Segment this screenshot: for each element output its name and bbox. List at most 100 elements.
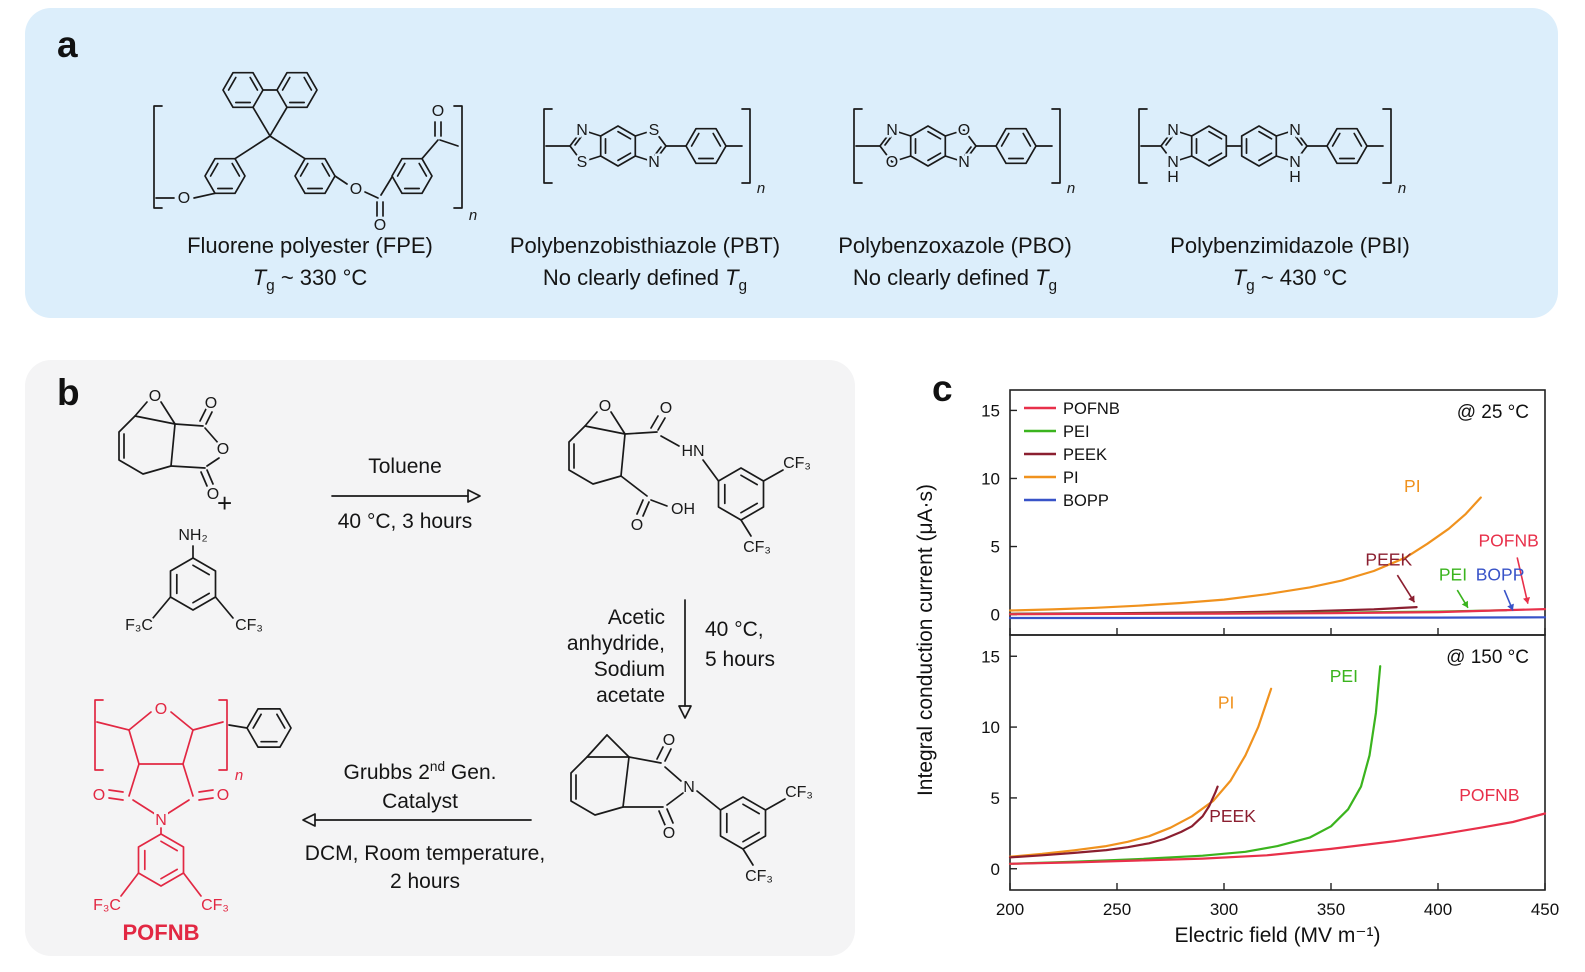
step1-reagent: Toluene [368,455,442,478]
annotation-PEEK-chart1: PEEK [1209,806,1256,826]
series-PEI-chart1 [1008,665,1382,865]
benzene-ring [391,157,433,195]
annotation-arrowhead-POFNB [1523,597,1531,604]
cf3-group: F₃C [125,617,153,634]
annotation-PEI-chart1: PEI [1330,666,1358,686]
annotation-POFNB-chart1: POFNB [1459,785,1519,805]
atom-o: O [155,701,167,718]
conduction-current-chart: 0 5 10 15 @ 25 °C PI POFNB PEEK PEI BOPP 0 5 10 15 200… [914,389,1559,947]
y-tick-label: 5 [991,789,1000,808]
pbt-name: Polybenzobisthiazole (PBT) [509,233,781,258]
atom-s: S [649,122,660,139]
chart-axes-0 [1009,389,1546,636]
atom-n: N [155,812,167,829]
series-BOPP-chart0 [1008,616,1547,620]
annotation-arrowhead-PEI [1461,600,1468,608]
y-tick-label: 10 [981,469,1000,488]
x-tick-label: 350 [1317,900,1345,919]
atom-n: N [1167,122,1179,139]
y-tick-label: 5 [991,538,1000,557]
legend-label-PEEK: PEEK [1063,446,1107,464]
chart-axes-1 [1009,634,1546,891]
benzene-ring [1190,125,1228,167]
pbi-name: Polybenzimidazole (PBI) [1170,233,1410,258]
cf3-group: CF₃ [743,539,771,556]
y-tick-label: 0 [991,606,1000,625]
series-PI-chart0 [1008,496,1482,612]
series-PEEK-chart1 [1008,785,1219,859]
benzene-ring [1326,127,1368,165]
pofnb-product-label: POFNB [122,920,200,945]
x-tick-label: 300 [1210,900,1238,919]
cf3-group: CF₃ [783,455,811,472]
step1-conditions: 40 °C, 3 hours [337,510,473,533]
panel-b-synthesis-scheme: b O O O O + NH₂ F₃C CF₃ Toluene 40 °C, 3… [25,360,855,956]
panel-c-conduction-charts: c 0 5 10 15 @ 25 °C PI POFNB PEEK PEI BOPP 0 5 10 15 2… [900,362,1585,970]
atom-s: S [577,154,588,171]
annotation-arrowhead-BOPP [1507,603,1514,611]
pbt-structure: N S S N n [543,108,768,200]
fpe-caption: Fluorene polyester (FPE) Tg ~ 330 °C [135,230,485,302]
pbi-structure: N N H N N H n [1138,108,1409,200]
x-axis-title: Electric field (MV m⁻¹) [1175,924,1381,947]
atom-o: O [374,217,386,234]
repeat-n: n [1398,180,1406,197]
atom-o: O [958,122,970,139]
repeat-n: n [757,180,765,197]
atom-o: O [599,398,611,415]
benzene-ring [995,127,1037,165]
y-tick-label: 15 [981,401,1000,420]
repeat-n: n [469,207,477,224]
fpe-tg: Tg ~ 330 °C [252,265,368,295]
atom-n: N [576,122,588,139]
atom-n: N [683,779,695,796]
annotation-arrow-POFNB [1516,557,1529,604]
aniline-structure: NH₂ F₃C CF₃ [123,525,266,637]
bracket-right [453,105,463,209]
x-tick-label: 250 [1103,900,1131,919]
bracket-left [153,105,163,209]
benzene-ring [137,833,185,887]
step2-arrow [678,599,692,719]
y-tick-label: 15 [981,647,1000,666]
pbo-caption: Polybenzoxazole (PBO) No clearly defined… [785,230,1125,302]
atom-o: O [631,517,643,534]
pofnb-polymer-structure: O n O O N F₃C CF₃ [90,699,292,917]
cf3-group: CF₃ [745,868,773,885]
benzene-ring [246,708,292,748]
step3-arrow [302,813,532,827]
atom-o: O [178,190,190,207]
atom-n: N [1167,154,1179,171]
panel-a-label: a [57,24,78,65]
legend-label-PI: PI [1063,469,1079,487]
annotation-PI-chart0: PI [1404,476,1421,496]
fpe-structure: O O O O n [153,71,480,237]
plus-sign: + [217,488,233,518]
x-tick-label: 400 [1424,900,1452,919]
atom-o: O [149,388,161,405]
temperature-label-0: @ 25 °C [1457,402,1529,423]
y-tick-label: 10 [981,718,1000,737]
step2-conditions: 40 °C, 5 hours [705,618,776,671]
legend-label-PEI: PEI [1063,423,1090,441]
legend-label-BOPP: BOPP [1063,492,1109,510]
panel-b-label: b [57,372,80,413]
atom-o: O [217,787,229,804]
amide-nh: HN [681,443,704,460]
annotation-PEI-chart0: PEI [1439,565,1467,585]
benzene-ring [204,157,246,195]
annotation-PI-chart1: PI [1218,693,1235,713]
legend-label-POFNB: POFNB [1063,400,1120,418]
benzene-ring [1240,125,1278,167]
annotation-POFNB-chart0: POFNB [1478,531,1538,551]
pbt-caption: Polybenzobisthiazole (PBT) No clearly de… [475,230,815,302]
benzene-ring [276,71,318,109]
pbo-structure: N O O N n [853,108,1078,200]
benzene-ring [717,467,765,521]
x-tick-label: 450 [1531,900,1559,919]
benzene-ring [685,127,727,165]
cf3-group: CF₃ [235,617,263,634]
cf3-group: CF₃ [785,784,813,801]
atom-o: O [350,181,362,198]
